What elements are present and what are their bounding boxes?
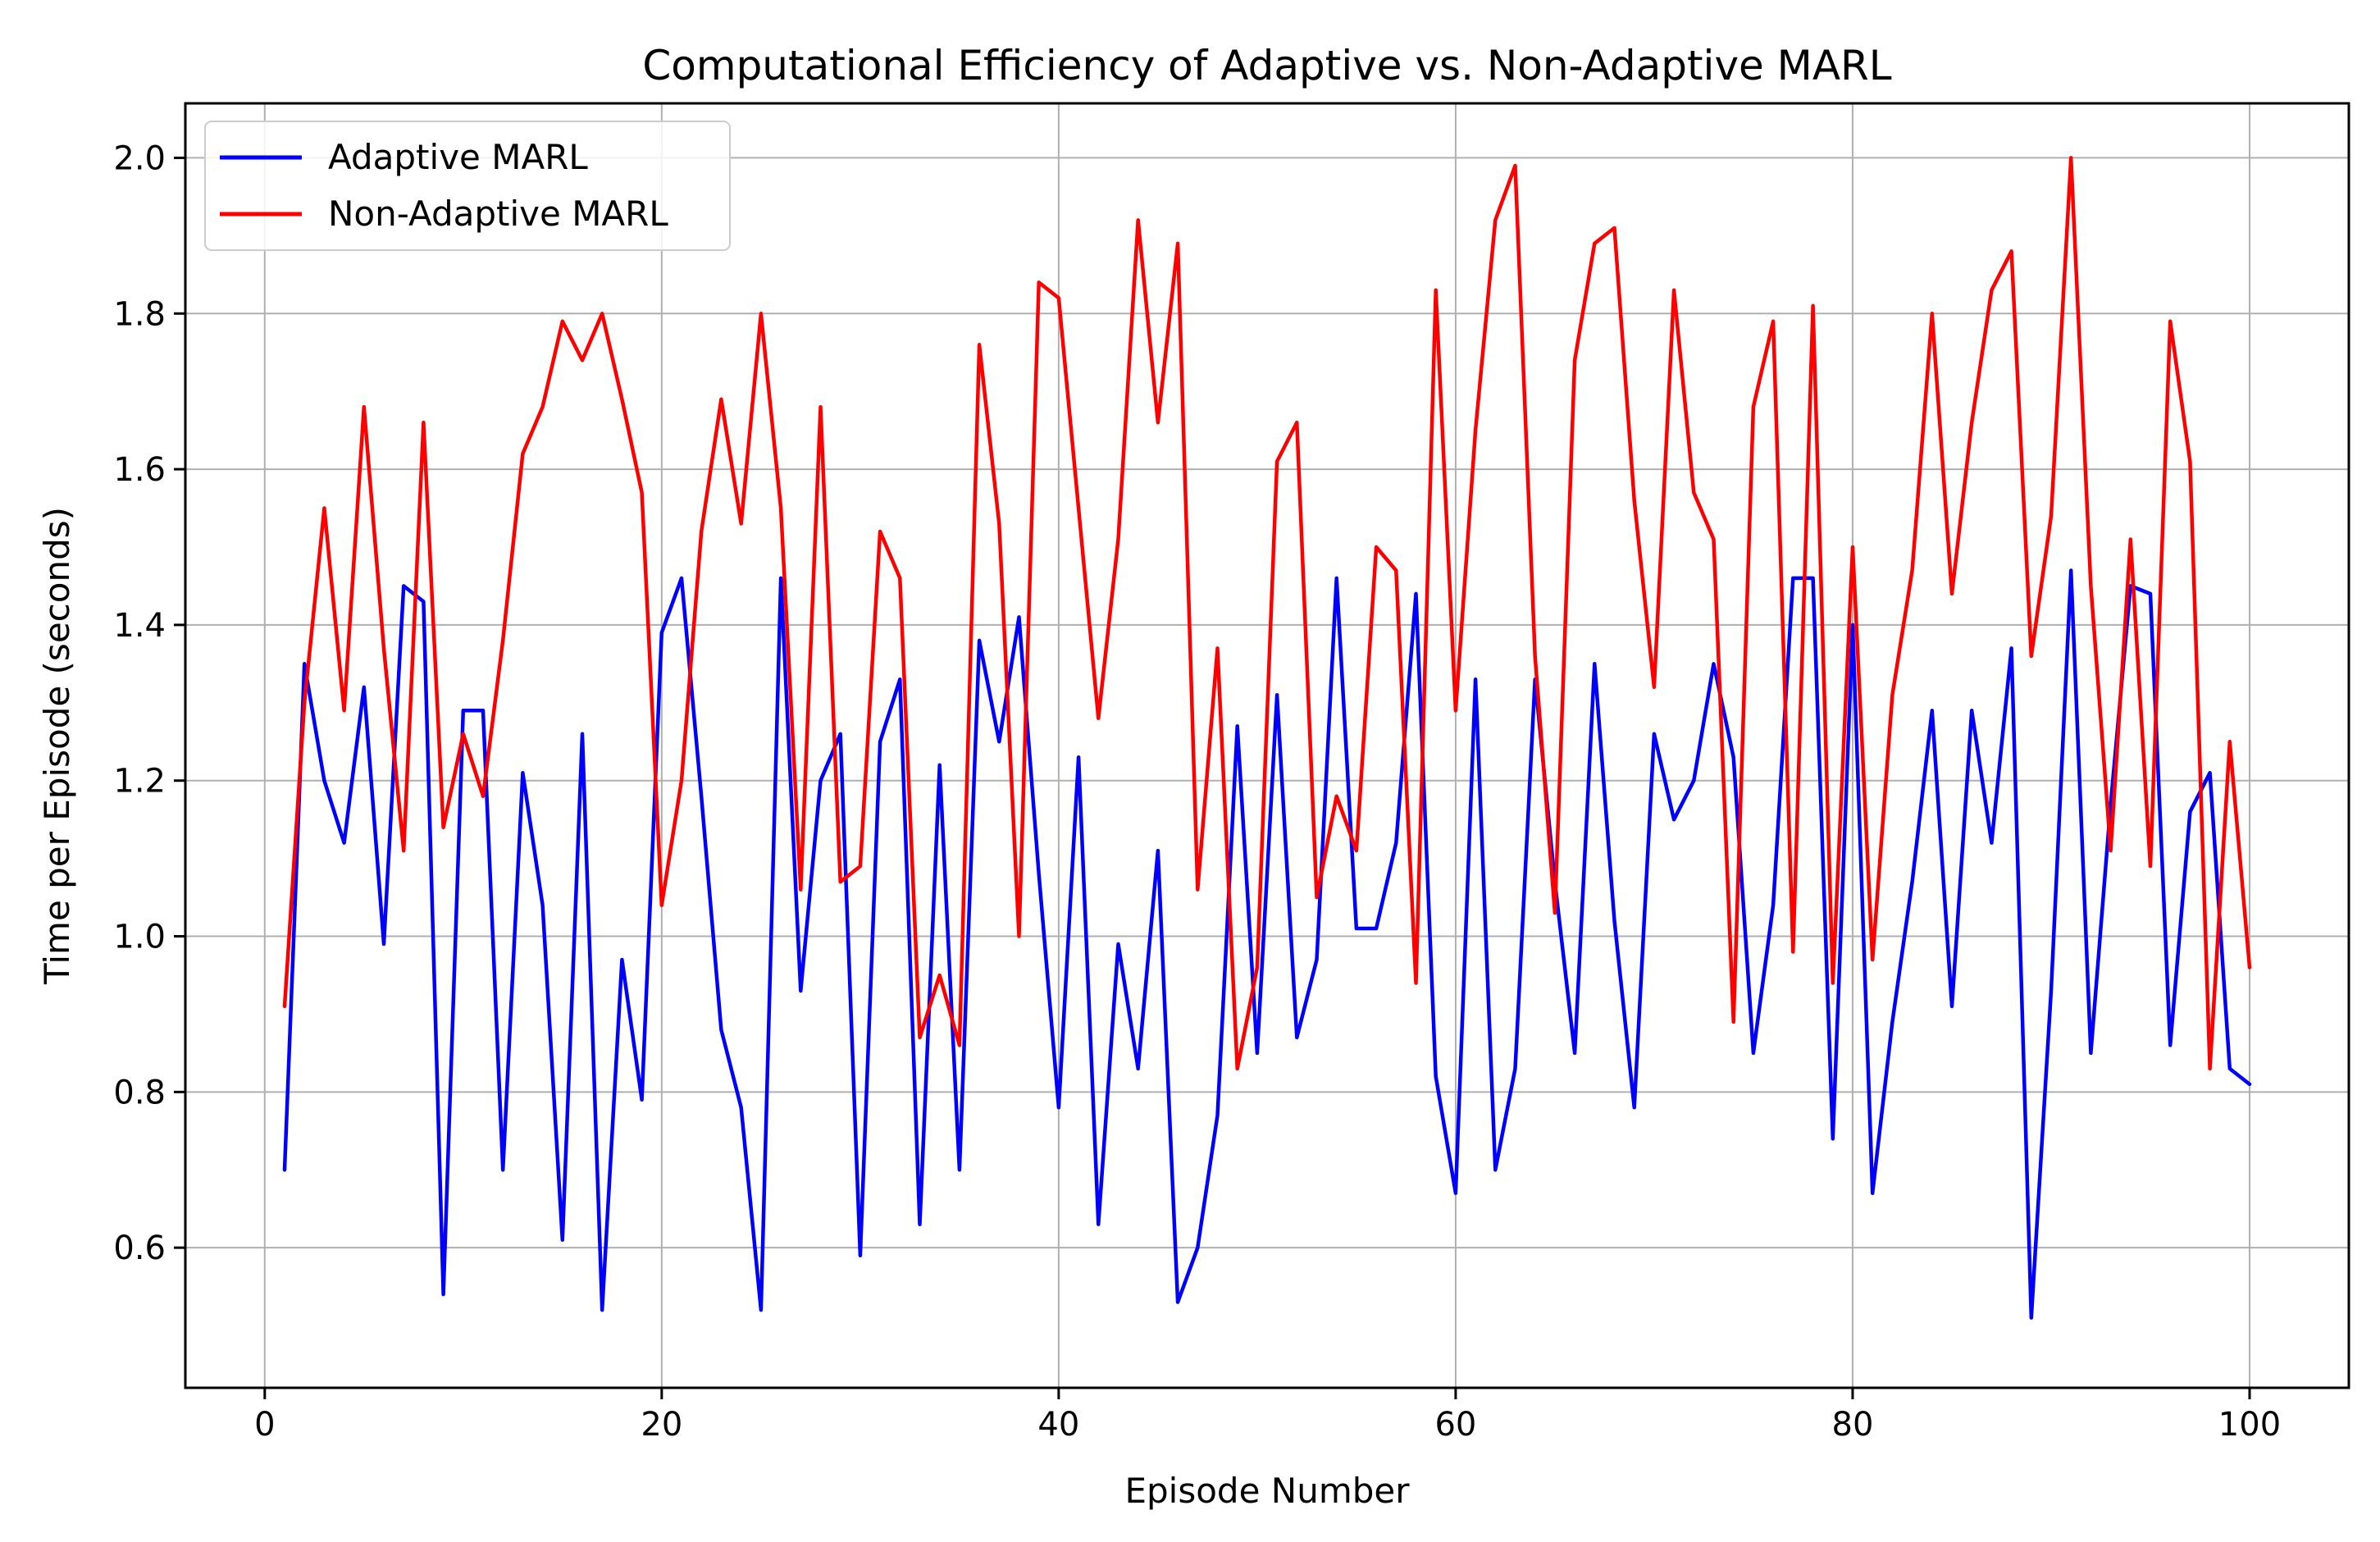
x-tick-label: 0 — [254, 1406, 275, 1444]
y-tick-label: 1.8 — [113, 295, 166, 333]
y-tick-label: 1.6 — [113, 451, 166, 489]
legend-box — [204, 121, 731, 251]
y-tick-label: 0.8 — [113, 1074, 166, 1111]
y-tick-label: 1.4 — [113, 607, 166, 645]
x-axis-label: Episode Number — [1124, 1471, 1410, 1511]
y-axis-label: Time per Episode (seconds) — [37, 507, 77, 985]
series-layer — [282, 156, 2252, 1320]
x-tick-label: 80 — [1832, 1406, 1874, 1444]
series-line-adaptive-marl — [282, 568, 2252, 1320]
y-tick-label: 1.0 — [113, 919, 166, 956]
chart-title: Computational Efficiency of Adaptive vs.… — [642, 42, 1891, 89]
legend: Adaptive MARL Non-Adaptive MARL — [204, 121, 731, 251]
x-tick-label: 20 — [641, 1406, 682, 1444]
legend-label-adaptive: Adaptive MARL — [328, 137, 588, 177]
tick-layer: 0 20 40 60 80 100 0.6 0.8 1.0 1.2 1.4 1.6 1.8 2.0 — [113, 139, 2281, 1444]
series-line-non-adaptive-marl — [282, 156, 2252, 1071]
x-tick-label: 100 — [2218, 1406, 2281, 1444]
x-tick-label: 40 — [1037, 1406, 1079, 1444]
x-tick-label: 60 — [1434, 1406, 1476, 1444]
plot-area-frame — [184, 102, 2350, 1389]
legend-label-non-adaptive: Non-Adaptive MARL — [328, 194, 668, 234]
y-tick-label: 1.2 — [113, 763, 166, 801]
y-tick-label: 2.0 — [113, 139, 166, 177]
y-tick-label: 0.6 — [113, 1229, 166, 1267]
